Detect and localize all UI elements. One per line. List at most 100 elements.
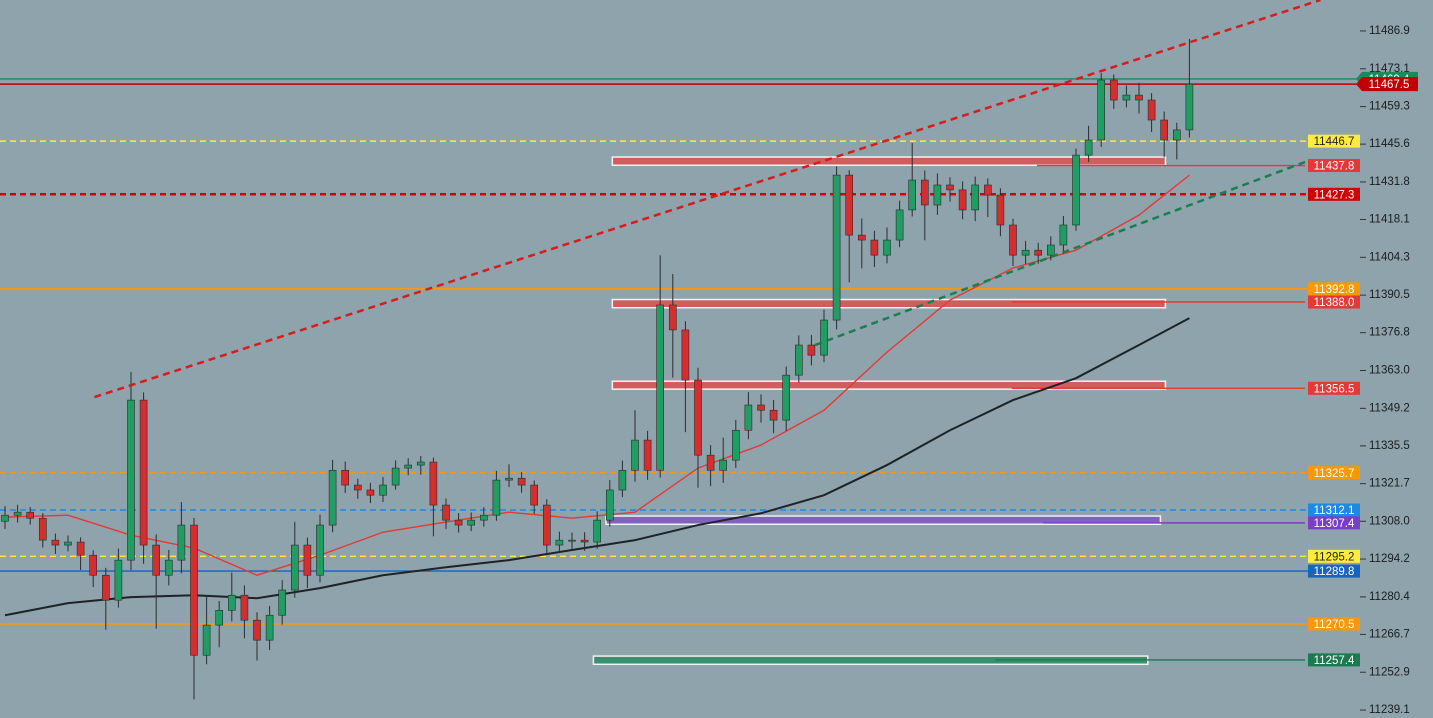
candle-body xyxy=(467,519,476,526)
candle-body xyxy=(505,477,513,481)
level-tag xyxy=(1308,617,1360,631)
candle-body xyxy=(530,484,539,506)
y-tick-label: 11473.1 xyxy=(1369,63,1410,75)
level-tag xyxy=(1308,282,1360,296)
candles xyxy=(1,38,1194,700)
candle-body xyxy=(328,469,337,526)
candle-body xyxy=(51,539,60,546)
candle-body xyxy=(555,539,564,546)
candle-body xyxy=(139,399,148,546)
candle-body xyxy=(442,504,450,521)
y-tick-label: 11486.9 xyxy=(1369,25,1410,37)
level-tag xyxy=(1308,503,1360,517)
level-tag-label: 11437.8 xyxy=(1314,161,1355,173)
candle-body xyxy=(580,539,589,543)
candle-body xyxy=(958,189,967,211)
level-tag xyxy=(1308,466,1360,480)
level-tag-label: 11289.8 xyxy=(1314,566,1355,578)
level-tag xyxy=(1308,516,1360,530)
candle-body xyxy=(807,344,816,356)
candle-body xyxy=(694,379,702,456)
candle-body xyxy=(845,174,854,236)
candle-body xyxy=(353,484,362,491)
level-tag xyxy=(1308,187,1360,201)
candle-body xyxy=(429,461,438,506)
candle-body xyxy=(656,304,665,471)
candle-body xyxy=(643,439,652,471)
level-tag xyxy=(1308,653,1360,667)
candle-body xyxy=(114,559,123,601)
candle-body xyxy=(1160,119,1168,141)
candle-body xyxy=(341,469,350,486)
candle-body xyxy=(1021,249,1030,256)
candle-body xyxy=(1110,79,1118,101)
candle-body xyxy=(38,517,47,541)
y-tick-label: 11294.2 xyxy=(1369,553,1410,565)
candle-body xyxy=(1185,83,1194,131)
candle-body xyxy=(479,514,488,521)
candle-body xyxy=(26,511,35,519)
candle-body xyxy=(971,184,980,211)
candle-body xyxy=(1059,224,1068,246)
candle-body xyxy=(933,184,942,206)
y-tick-label: 11280.4 xyxy=(1369,591,1410,603)
candle-body xyxy=(883,239,891,256)
candle-body xyxy=(127,399,135,561)
candle-body xyxy=(769,409,778,421)
level-tag-label: 11427.3 xyxy=(1314,189,1355,201)
level-tag-label: 11312.1 xyxy=(1314,505,1355,517)
candle-body xyxy=(832,174,841,321)
level-tag-label: 11356.5 xyxy=(1314,383,1355,395)
candle-body xyxy=(1009,224,1017,256)
moving-average xyxy=(4,174,1190,576)
candle-body xyxy=(177,524,186,561)
level-tag-label: 11295.2 xyxy=(1314,551,1355,563)
candle-body xyxy=(1034,249,1042,256)
level-tag xyxy=(1308,549,1360,563)
trendline xyxy=(94,0,1321,399)
candle-body xyxy=(517,477,526,486)
candle-body xyxy=(820,319,828,356)
level-tag-label: 11392.8 xyxy=(1314,284,1355,296)
candle-body xyxy=(366,489,375,496)
candle-body xyxy=(165,559,173,576)
candle-body xyxy=(908,179,917,211)
candle-body xyxy=(870,239,879,256)
y-tick-label: 11459.3 xyxy=(1369,101,1410,113)
candle-body xyxy=(1147,99,1156,121)
candle-body xyxy=(202,624,211,656)
candle-body xyxy=(492,479,501,516)
moving-average xyxy=(4,317,1190,617)
candle-body xyxy=(152,544,160,576)
candle-body xyxy=(920,179,929,206)
y-tick-label: 11431.8 xyxy=(1369,176,1410,188)
candle-body xyxy=(719,459,728,471)
y-tick-label: 11252.9 xyxy=(1369,666,1410,678)
candle-body xyxy=(757,404,765,411)
price-tag-label: 11467.5 xyxy=(1369,79,1410,91)
candle-body xyxy=(946,184,954,191)
level-tag-label: 11446.7 xyxy=(1314,136,1355,148)
candle-body xyxy=(681,329,690,381)
candle-body xyxy=(454,519,463,526)
y-tick-label: 11418.1 xyxy=(1369,214,1410,226)
candle-body xyxy=(240,594,249,621)
zone xyxy=(611,380,1167,390)
candle-body xyxy=(1135,94,1143,101)
y-tick-label: 11239.1 xyxy=(1369,704,1410,716)
candle-body xyxy=(253,619,261,641)
price-tag xyxy=(1356,77,1418,92)
y-tick-label: 11321.7 xyxy=(1369,478,1410,490)
level-tag xyxy=(1308,564,1360,578)
candle-body xyxy=(1173,129,1181,141)
candle-body xyxy=(996,194,1005,226)
zone xyxy=(611,156,1167,166)
candle-body xyxy=(706,454,715,471)
candle-body xyxy=(542,504,551,546)
candle-body xyxy=(605,489,614,521)
candle-body xyxy=(190,524,198,656)
candle-body xyxy=(64,541,72,546)
level-tag xyxy=(1308,381,1360,395)
candle-body xyxy=(782,374,791,421)
candle-body xyxy=(416,461,425,466)
